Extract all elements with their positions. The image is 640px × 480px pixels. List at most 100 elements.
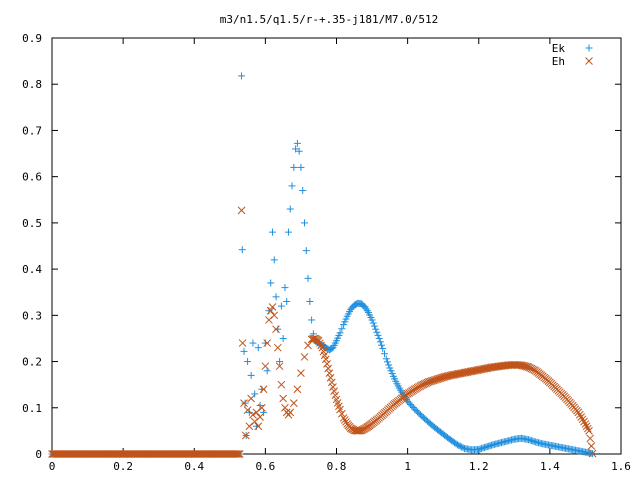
data-point — [233, 450, 241, 458]
legend-marker-ek — [585, 44, 593, 52]
x-tick-label: 1.2 — [469, 460, 489, 473]
y-tick-label: 0.3 — [22, 309, 42, 322]
data-point — [339, 414, 348, 422]
data-point — [235, 450, 244, 458]
series-eh — [48, 206, 597, 458]
x-tick-label: 0.2 — [113, 460, 133, 473]
data-point — [256, 413, 264, 421]
data-point — [458, 443, 466, 451]
data-point — [336, 329, 344, 337]
legend-marker-eh — [585, 57, 593, 65]
data-point — [254, 344, 262, 352]
data-point — [237, 206, 246, 215]
data-point — [293, 139, 301, 147]
data-point — [308, 335, 317, 343]
data-point — [240, 347, 248, 355]
data-point — [243, 406, 252, 414]
data-point — [588, 449, 597, 458]
series-layer — [48, 72, 597, 458]
data-point — [433, 375, 442, 383]
data-point — [381, 350, 389, 358]
data-point — [523, 362, 531, 371]
data-point — [452, 440, 460, 448]
data-point — [249, 339, 257, 347]
data-point — [268, 228, 276, 236]
x-tick-label: 0.4 — [184, 460, 204, 473]
data-point — [375, 334, 383, 342]
data-point — [442, 372, 450, 381]
data-point — [324, 364, 333, 373]
legend-label-ek: Ek — [552, 42, 566, 55]
data-point — [292, 145, 300, 153]
data-point — [249, 410, 257, 419]
data-point — [275, 362, 284, 371]
data-point — [247, 371, 255, 379]
data-point — [586, 434, 595, 443]
data-point — [299, 187, 307, 195]
data-point — [379, 345, 387, 353]
data-point — [437, 373, 446, 382]
data-point — [587, 442, 596, 450]
data-point — [372, 325, 380, 333]
data-point — [268, 303, 277, 311]
data-point — [252, 408, 261, 417]
data-point — [581, 420, 590, 428]
data-point — [241, 431, 250, 440]
plot-frame — [51, 37, 622, 455]
data-point — [517, 361, 526, 370]
y-tick-label: 0.8 — [22, 78, 42, 91]
y-tick-label: 0.1 — [22, 402, 42, 415]
data-point — [521, 362, 530, 371]
data-point — [440, 373, 449, 381]
data-point — [406, 400, 414, 408]
data-point — [270, 311, 279, 320]
data-point — [426, 377, 435, 386]
data-point — [272, 293, 280, 301]
data-point — [272, 325, 280, 334]
data-point — [316, 339, 324, 347]
data-point — [409, 404, 417, 412]
data-point — [439, 373, 448, 382]
data-point — [261, 362, 270, 371]
data-point — [425, 378, 433, 386]
data-point — [286, 408, 295, 417]
data-point — [238, 72, 246, 80]
data-point — [368, 316, 376, 324]
data-point — [238, 246, 246, 254]
data-point — [373, 328, 381, 336]
data-point — [429, 376, 438, 385]
x-tick-label: 0 — [49, 460, 56, 473]
data-point — [238, 339, 247, 347]
data-point — [293, 385, 302, 394]
data-point — [578, 415, 587, 424]
data-point — [281, 403, 289, 412]
data-point — [374, 331, 382, 339]
data-point — [281, 284, 289, 292]
data-point — [583, 424, 592, 433]
data-point — [245, 422, 254, 431]
y-tick-label: 0.9 — [22, 32, 42, 45]
data-point — [338, 325, 346, 333]
data-point — [251, 390, 259, 398]
x-tick-label: 1.4 — [540, 460, 560, 473]
data-point — [300, 219, 308, 227]
data-point — [327, 378, 336, 387]
data-point — [277, 380, 286, 389]
data-point — [308, 316, 316, 324]
data-point — [580, 417, 588, 426]
data-point — [266, 306, 275, 315]
data-point — [435, 374, 443, 383]
data-point — [306, 297, 314, 305]
data-point — [265, 316, 273, 324]
data-point — [304, 341, 312, 350]
data-point — [295, 147, 303, 155]
data-point — [314, 336, 323, 345]
data-point — [279, 334, 287, 342]
x-tick-label: 1.6 — [611, 460, 631, 473]
data-point — [520, 362, 529, 370]
data-point — [427, 377, 436, 385]
data-point — [376, 338, 384, 346]
data-point — [241, 399, 249, 407]
data-point — [290, 163, 298, 171]
data-point — [453, 441, 461, 449]
